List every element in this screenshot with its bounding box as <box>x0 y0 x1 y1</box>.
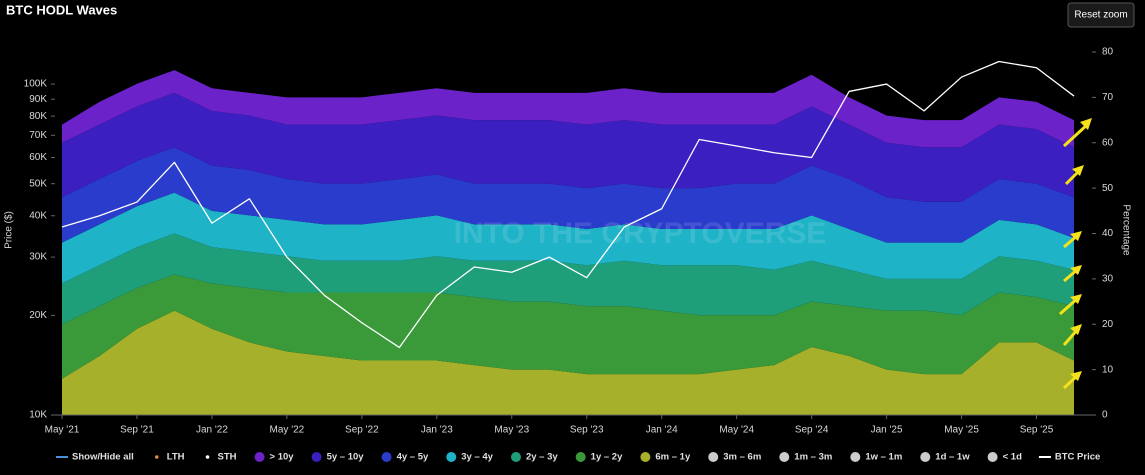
x-tick-label: May '21 <box>45 425 80 436</box>
y-tick-label: 30K <box>29 252 47 263</box>
y-tick-label: 70K <box>29 130 47 141</box>
y-tick-label: 10K <box>29 410 47 421</box>
legend-label[interactable]: 2y – 3y <box>526 452 558 463</box>
y-axis-title: Price ($) <box>4 211 15 249</box>
legend-marker <box>381 452 392 462</box>
y2-tick-label: 70 <box>1102 92 1114 103</box>
legend-marker <box>205 455 210 459</box>
y-tick-label: 100K <box>24 79 48 90</box>
area-band <box>62 233 1074 325</box>
y-tick-label: 50K <box>29 178 47 189</box>
x-tick-label: Sep '22 <box>345 425 379 436</box>
legend-label[interactable]: < 1d <box>1003 452 1022 463</box>
y2-tick-label: 40 <box>1102 228 1114 239</box>
legend-marker <box>154 455 159 459</box>
y-tick-label: 80K <box>29 111 47 122</box>
y2-axis-title: Percentage <box>1120 204 1131 256</box>
reset-zoom-label[interactable]: Reset zoom <box>1074 10 1127 21</box>
x-tick-label: Jan '24 <box>646 425 678 436</box>
legend-marker <box>311 452 322 462</box>
legend-label[interactable]: 4y – 5y <box>397 452 429 463</box>
x-tick-label: Jan '25 <box>871 425 903 436</box>
legend-label[interactable]: 3m – 6m <box>723 452 761 463</box>
x-tick-label: Sep '25 <box>1020 425 1054 436</box>
y-tick-label: 60K <box>29 152 47 163</box>
legend: Show/Hide all LTH STH > 10y 5y – 10y 4y – 5y 3… <box>56 452 1100 463</box>
x-tick-label: May '25 <box>944 425 979 436</box>
legend-label[interactable]: 5y – 10y <box>327 452 365 463</box>
price-line <box>61 60 1075 349</box>
legend-label[interactable]: > 10y <box>270 452 295 463</box>
legend-label[interactable]: 1d – 1w <box>935 452 970 463</box>
y2-tick-label: 20 <box>1102 319 1114 330</box>
y2-tick-label: 30 <box>1102 274 1114 285</box>
legend-marker <box>779 452 790 462</box>
area-band <box>62 192 1074 284</box>
x-tick-label: Sep '24 <box>795 425 829 436</box>
legend-label[interactable]: 3y – 4y <box>461 452 493 463</box>
legend-marker <box>446 452 457 462</box>
y-tick-label: 20K <box>29 310 47 321</box>
x-tick-label: Jan '22 <box>196 425 228 436</box>
x-tick-label: May '23 <box>494 425 529 436</box>
chart-title: BTC HODL Waves <box>6 2 117 17</box>
legend-label[interactable]: LTH <box>167 452 185 463</box>
y2-tick-label: 80 <box>1102 47 1114 58</box>
legend-label[interactable]: Show/Hide all <box>72 452 134 463</box>
area-band <box>62 92 1074 202</box>
x-tick-label: Jan '23 <box>421 425 453 436</box>
legend-marker <box>254 452 265 462</box>
legend-label[interactable]: BTC Price <box>1055 452 1100 463</box>
y-tick-label: 90K <box>29 94 47 105</box>
x-tick-label: Sep '23 <box>570 425 604 436</box>
legend-label[interactable]: STH <box>218 452 237 463</box>
y2-tick-label: 60 <box>1102 137 1114 148</box>
legend-marker <box>640 452 651 462</box>
y2-tick-label: 10 <box>1102 364 1114 375</box>
legend-marker <box>575 452 586 462</box>
x-tick-label: Sep '21 <box>120 425 154 436</box>
arrows <box>1059 118 1092 390</box>
y-tick-label: 40K <box>29 210 47 221</box>
legend-label[interactable]: 6m – 1y <box>655 452 691 463</box>
area-band <box>62 70 1074 148</box>
legend-marker <box>708 452 719 462</box>
plot-area <box>61 60 1075 415</box>
legend-marker <box>850 452 861 462</box>
area-band <box>62 147 1074 243</box>
watermark: INTO THE CRYPTOVERSE <box>454 217 827 250</box>
legend-label[interactable]: 1m – 3m <box>794 452 832 463</box>
reset-zoom-button[interactable] <box>1067 2 1135 28</box>
legend-marker <box>920 452 931 462</box>
legend-marker <box>987 452 998 462</box>
area-band <box>62 310 1074 415</box>
legend-label[interactable]: 1w – 1m <box>865 452 902 463</box>
y2-tick-label: 0 <box>1102 410 1108 421</box>
x-tick-label: May '22 <box>270 425 305 436</box>
x-tick-label: May '24 <box>719 425 754 436</box>
area-band <box>62 274 1074 379</box>
legend-marker <box>510 452 521 462</box>
legend-label[interactable]: 1y – 2y <box>591 452 623 463</box>
y2-tick-label: 50 <box>1102 183 1114 194</box>
